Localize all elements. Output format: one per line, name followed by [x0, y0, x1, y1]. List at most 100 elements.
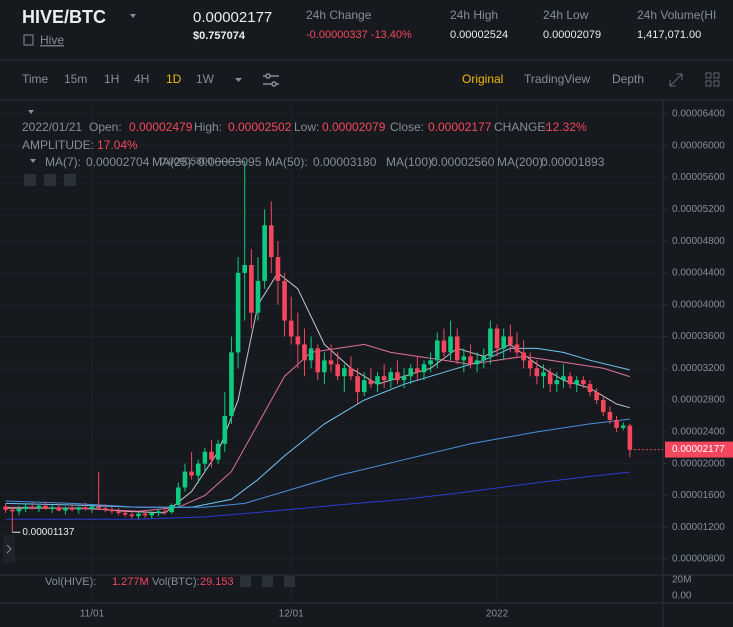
candle-body: [428, 360, 433, 365]
interval[interactable]: 15m: [64, 72, 87, 86]
candle-body: [375, 376, 380, 385]
y-tick-label: 0.00005600: [672, 172, 725, 183]
candle-body: [395, 372, 400, 381]
view-tab[interactable]: Depth: [612, 72, 644, 86]
candle-body: [76, 507, 82, 510]
candle-body: [415, 368, 420, 373]
candle-body: [229, 352, 234, 416]
candle-body: [521, 352, 526, 361]
caret[interactable]: [130, 14, 136, 18]
candle-body: [461, 356, 467, 361]
candle-body: [3, 506, 8, 510]
y-tick-label: 0.00003200: [672, 363, 725, 374]
interval[interactable]: 1W: [196, 72, 215, 86]
candle-body: [308, 348, 314, 361]
view-tab[interactable]: Original: [462, 72, 503, 86]
low-marker: 0.00001137: [22, 527, 75, 538]
candle-body: [508, 336, 513, 345]
candle-body: [421, 364, 427, 373]
y-tick-label: 0.00004800: [672, 236, 725, 247]
more[interactable]: [235, 78, 242, 82]
price: 0.00002177: [193, 9, 272, 26]
candle-body: [63, 508, 68, 511]
info-value: 0.00002079: [322, 120, 386, 134]
candle-body: [195, 463, 201, 476]
info-date: 2022/01/21: [22, 120, 82, 134]
layout-icon[interactable]: [705, 72, 720, 87]
legend-label: MA(200):: [497, 155, 546, 169]
stat-value: -0.00000337 -13.40%: [306, 29, 412, 41]
candle-body: [587, 384, 593, 393]
candle-body: [541, 372, 546, 377]
ma-line: [5, 343, 630, 512]
candle-body: [388, 372, 394, 381]
pair[interactable]: HIVE/BTC: [22, 7, 106, 27]
info-label: High:: [194, 120, 222, 134]
candle-body: [136, 513, 141, 517]
y-tick-label: 0.00002000: [672, 458, 725, 469]
candle-body: [348, 368, 354, 377]
candle-body: [355, 376, 360, 393]
price-usd: $0.757074: [193, 30, 246, 42]
view-tab[interactable]: TradingView: [524, 72, 590, 86]
y-tick-label: 0.00003600: [672, 331, 725, 342]
y-tick-label: 0.00006400: [672, 109, 725, 120]
candle-body: [83, 507, 88, 509]
stat-label: 24h Change: [306, 8, 372, 22]
candle-body: [10, 509, 15, 512]
candle-body: [600, 400, 606, 412]
indicator-buttons[interactable]: [24, 174, 76, 186]
collapse[interactable]: [30, 159, 36, 163]
interval[interactable]: 1H: [104, 72, 119, 86]
x-tick-label: 11/01: [80, 609, 105, 620]
y-tick-label: 0.00000800: [672, 554, 725, 565]
fullscreen[interactable]: [669, 73, 683, 87]
candle-body: [448, 336, 453, 353]
info-value: -12.32%: [542, 120, 587, 134]
candle-body: [514, 344, 520, 353]
info-value: 0.00002177: [428, 120, 492, 134]
info-value: 0.00002502: [228, 120, 292, 134]
candle-body: [381, 376, 387, 381]
vol-axis-label: 0.00: [672, 591, 692, 602]
settings-icon[interactable]: [263, 73, 279, 87]
candle-body: [468, 356, 473, 365]
ma-line: [5, 418, 630, 508]
candle-body: [315, 348, 321, 373]
candle-body: [295, 336, 301, 345]
y-tick-label: 0.00006000: [672, 140, 725, 151]
candle-body: [109, 509, 115, 512]
candle-body: [561, 376, 566, 381]
legend-label: MA(7):: [45, 155, 81, 169]
candle-body: [116, 511, 121, 513]
vol-buttons[interactable]: [240, 576, 295, 587]
legend-label: MA(100):: [386, 155, 435, 169]
interval[interactable]: Time: [22, 72, 49, 86]
candle-body: [249, 264, 254, 313]
y-tick-label: 0.00001200: [672, 522, 725, 533]
candle-body: [242, 264, 248, 273]
interval[interactable]: 4H: [134, 72, 149, 86]
candle-body: [29, 506, 35, 509]
scroll-button[interactable]: [3, 535, 15, 563]
candle-body: [620, 425, 626, 428]
candle-body: [282, 280, 287, 321]
candle-body: [288, 320, 294, 337]
candle-body: [182, 471, 188, 488]
coin-link[interactable]: Hive: [40, 33, 64, 47]
interval[interactable]: 1D: [166, 72, 182, 86]
candle-body: [581, 380, 586, 385]
candle-body: [434, 340, 440, 361]
candle-body: [567, 376, 573, 385]
candle-body: [481, 356, 487, 361]
candle-body: [176, 487, 181, 505]
candle-body: [408, 368, 414, 377]
candle-body: [43, 505, 48, 509]
candle-body: [222, 415, 228, 444]
collapse[interactable]: [28, 110, 34, 114]
x-tick-label: 12/01: [279, 609, 304, 620]
candle-body: [494, 328, 500, 349]
legend-label: MA(50):: [265, 155, 308, 169]
